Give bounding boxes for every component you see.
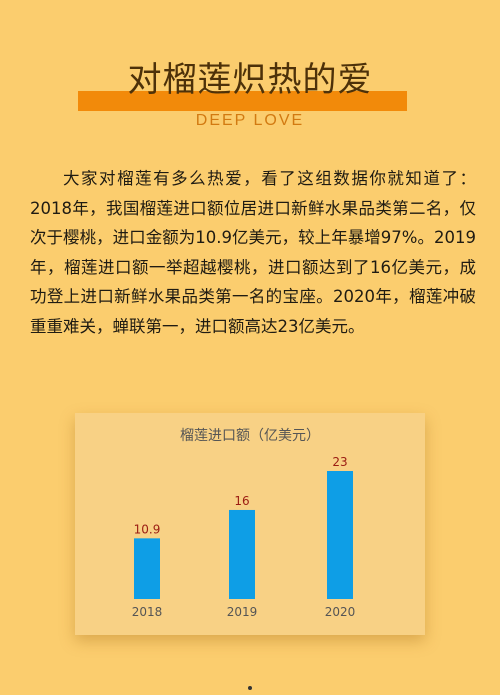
page-subtitle: DEEP LOVE: [195, 112, 305, 129]
chart-card: 榴莲进口额（亿美元） 10.9 2018 16 2019 23 2020: [75, 413, 425, 635]
bar-2020: [327, 471, 353, 599]
value-label-2018: 10.9: [134, 522, 161, 536]
article-body: 大家对榴莲有多么热爱，看了这组数据你就知道了：2018年，我国榴莲进口额位居进口…: [30, 164, 476, 341]
article-paragraph: 大家对榴莲有多么热爱，看了这组数据你就知道了：2018年，我国榴莲进口额位居进口…: [30, 169, 476, 336]
bar-2018: [134, 538, 160, 599]
value-label-2020: 23: [332, 455, 347, 469]
bar-chart: 榴莲进口额（亿美元） 10.9 2018 16 2019 23 2020: [132, 428, 356, 619]
bar-2019: [229, 509, 255, 599]
title-highlight-bar: [78, 91, 407, 111]
chart-title: 榴莲进口额（亿美元）: [180, 428, 320, 444]
value-label-2019: 16: [234, 494, 249, 508]
x-tick-label-2018: 2018: [132, 605, 163, 619]
page-title: 对榴莲炽热的爱: [127, 60, 373, 100]
x-tick-label-2019: 2019: [227, 605, 258, 619]
page-indicator-dot: [248, 686, 252, 690]
x-tick-label-2020: 2020: [325, 605, 356, 619]
